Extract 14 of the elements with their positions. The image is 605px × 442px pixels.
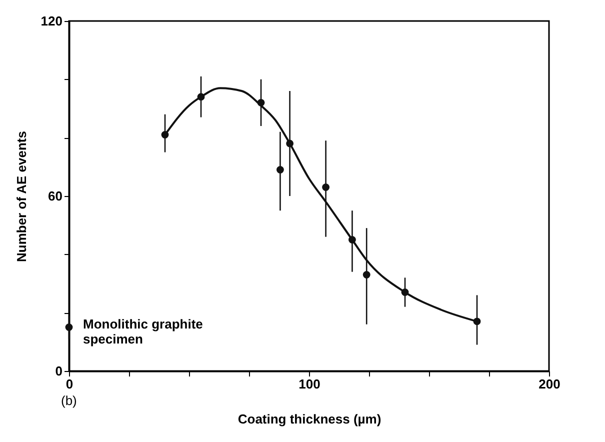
y-tick-label: 0	[55, 364, 62, 378]
point	[322, 184, 330, 191]
point	[276, 166, 284, 174]
x-tick-label: 0	[66, 376, 74, 392]
x-tick-label: 100	[298, 376, 320, 392]
x-axis-title: Coating thickness (µm)	[238, 412, 382, 426]
y-tick-label: 120	[40, 14, 62, 28]
text: (b)	[61, 393, 77, 408]
y-tick-label: 60	[48, 188, 62, 204]
annotation: Monolithic graphite specimen	[83, 316, 203, 346]
point	[362, 271, 370, 278]
point	[65, 324, 73, 331]
y-axis-title: Number of AE events	[14, 131, 29, 262]
x-tick-label: 200	[538, 376, 560, 392]
